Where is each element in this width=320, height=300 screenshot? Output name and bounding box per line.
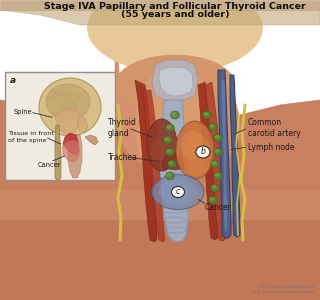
Polygon shape: [205, 82, 226, 241]
Ellipse shape: [171, 111, 180, 119]
Ellipse shape: [159, 179, 197, 205]
Polygon shape: [78, 115, 88, 132]
Ellipse shape: [172, 112, 176, 116]
Polygon shape: [55, 110, 80, 135]
Text: Thyroid
gland: Thyroid gland: [108, 118, 137, 138]
Text: Trachea: Trachea: [108, 152, 138, 161]
Text: Cancer: Cancer: [38, 162, 61, 168]
Text: Tissue in front
of the spine: Tissue in front of the spine: [8, 131, 54, 142]
Ellipse shape: [211, 160, 220, 168]
Ellipse shape: [167, 149, 171, 152]
Polygon shape: [0, 180, 320, 300]
Ellipse shape: [209, 196, 218, 204]
Polygon shape: [0, 0, 320, 10]
Polygon shape: [218, 70, 231, 238]
Polygon shape: [143, 90, 165, 242]
Polygon shape: [135, 80, 157, 242]
Text: Cancer: Cancer: [205, 203, 232, 212]
Ellipse shape: [215, 136, 219, 139]
Polygon shape: [230, 75, 240, 237]
Ellipse shape: [167, 173, 171, 176]
Ellipse shape: [169, 161, 173, 164]
Polygon shape: [85, 135, 98, 145]
Text: (55 years and older): (55 years and older): [121, 10, 229, 19]
Ellipse shape: [39, 78, 101, 136]
Ellipse shape: [213, 148, 222, 156]
Ellipse shape: [167, 160, 177, 168]
Ellipse shape: [212, 161, 216, 164]
Text: b: b: [201, 148, 205, 157]
Text: Stage IVA Papillary and Follicular Thyroid Cancer: Stage IVA Papillary and Follicular Thyro…: [44, 2, 306, 11]
Text: Spine: Spine: [14, 109, 33, 115]
Polygon shape: [152, 60, 198, 102]
Polygon shape: [55, 125, 61, 180]
Polygon shape: [63, 133, 78, 155]
Ellipse shape: [165, 124, 174, 132]
Polygon shape: [62, 140, 80, 162]
Ellipse shape: [215, 173, 219, 176]
Ellipse shape: [53, 91, 71, 95]
Bar: [5, 72, 115, 180]
Ellipse shape: [135, 65, 215, 185]
Polygon shape: [222, 80, 227, 232]
Polygon shape: [159, 67, 193, 96]
Ellipse shape: [152, 175, 204, 209]
Ellipse shape: [209, 123, 218, 131]
Ellipse shape: [172, 187, 185, 197]
Ellipse shape: [164, 136, 172, 144]
Ellipse shape: [50, 94, 80, 102]
Polygon shape: [160, 100, 188, 242]
Ellipse shape: [151, 141, 165, 163]
Ellipse shape: [167, 125, 171, 128]
Text: a: a: [10, 76, 16, 85]
Polygon shape: [115, 0, 240, 172]
Ellipse shape: [46, 84, 90, 120]
Polygon shape: [162, 154, 188, 170]
Polygon shape: [0, 100, 320, 190]
Ellipse shape: [215, 149, 219, 152]
Text: Common
carotid artery: Common carotid artery: [248, 118, 301, 138]
Ellipse shape: [115, 55, 235, 115]
Text: c: c: [176, 188, 180, 196]
Ellipse shape: [176, 121, 214, 179]
Ellipse shape: [204, 112, 208, 116]
Ellipse shape: [165, 172, 174, 180]
Ellipse shape: [210, 124, 214, 128]
Ellipse shape: [211, 184, 220, 192]
Text: Lymph node: Lymph node: [248, 142, 294, 152]
Ellipse shape: [87, 0, 262, 73]
Ellipse shape: [212, 185, 216, 188]
Ellipse shape: [183, 134, 211, 176]
Ellipse shape: [203, 111, 212, 119]
Polygon shape: [68, 135, 82, 178]
Ellipse shape: [57, 103, 79, 109]
Ellipse shape: [213, 134, 222, 142]
Ellipse shape: [165, 148, 174, 156]
Ellipse shape: [210, 197, 214, 200]
Ellipse shape: [182, 130, 202, 160]
Ellipse shape: [165, 137, 169, 140]
Polygon shape: [0, 140, 320, 220]
Polygon shape: [0, 10, 320, 25]
Ellipse shape: [147, 119, 177, 171]
Polygon shape: [198, 82, 218, 240]
Text: © 2017 Teresa Winslow LLC
U.S. Govt. has certain rights: © 2017 Teresa Winslow LLC U.S. Govt. has…: [252, 285, 314, 294]
Ellipse shape: [196, 146, 210, 158]
Ellipse shape: [213, 172, 222, 180]
